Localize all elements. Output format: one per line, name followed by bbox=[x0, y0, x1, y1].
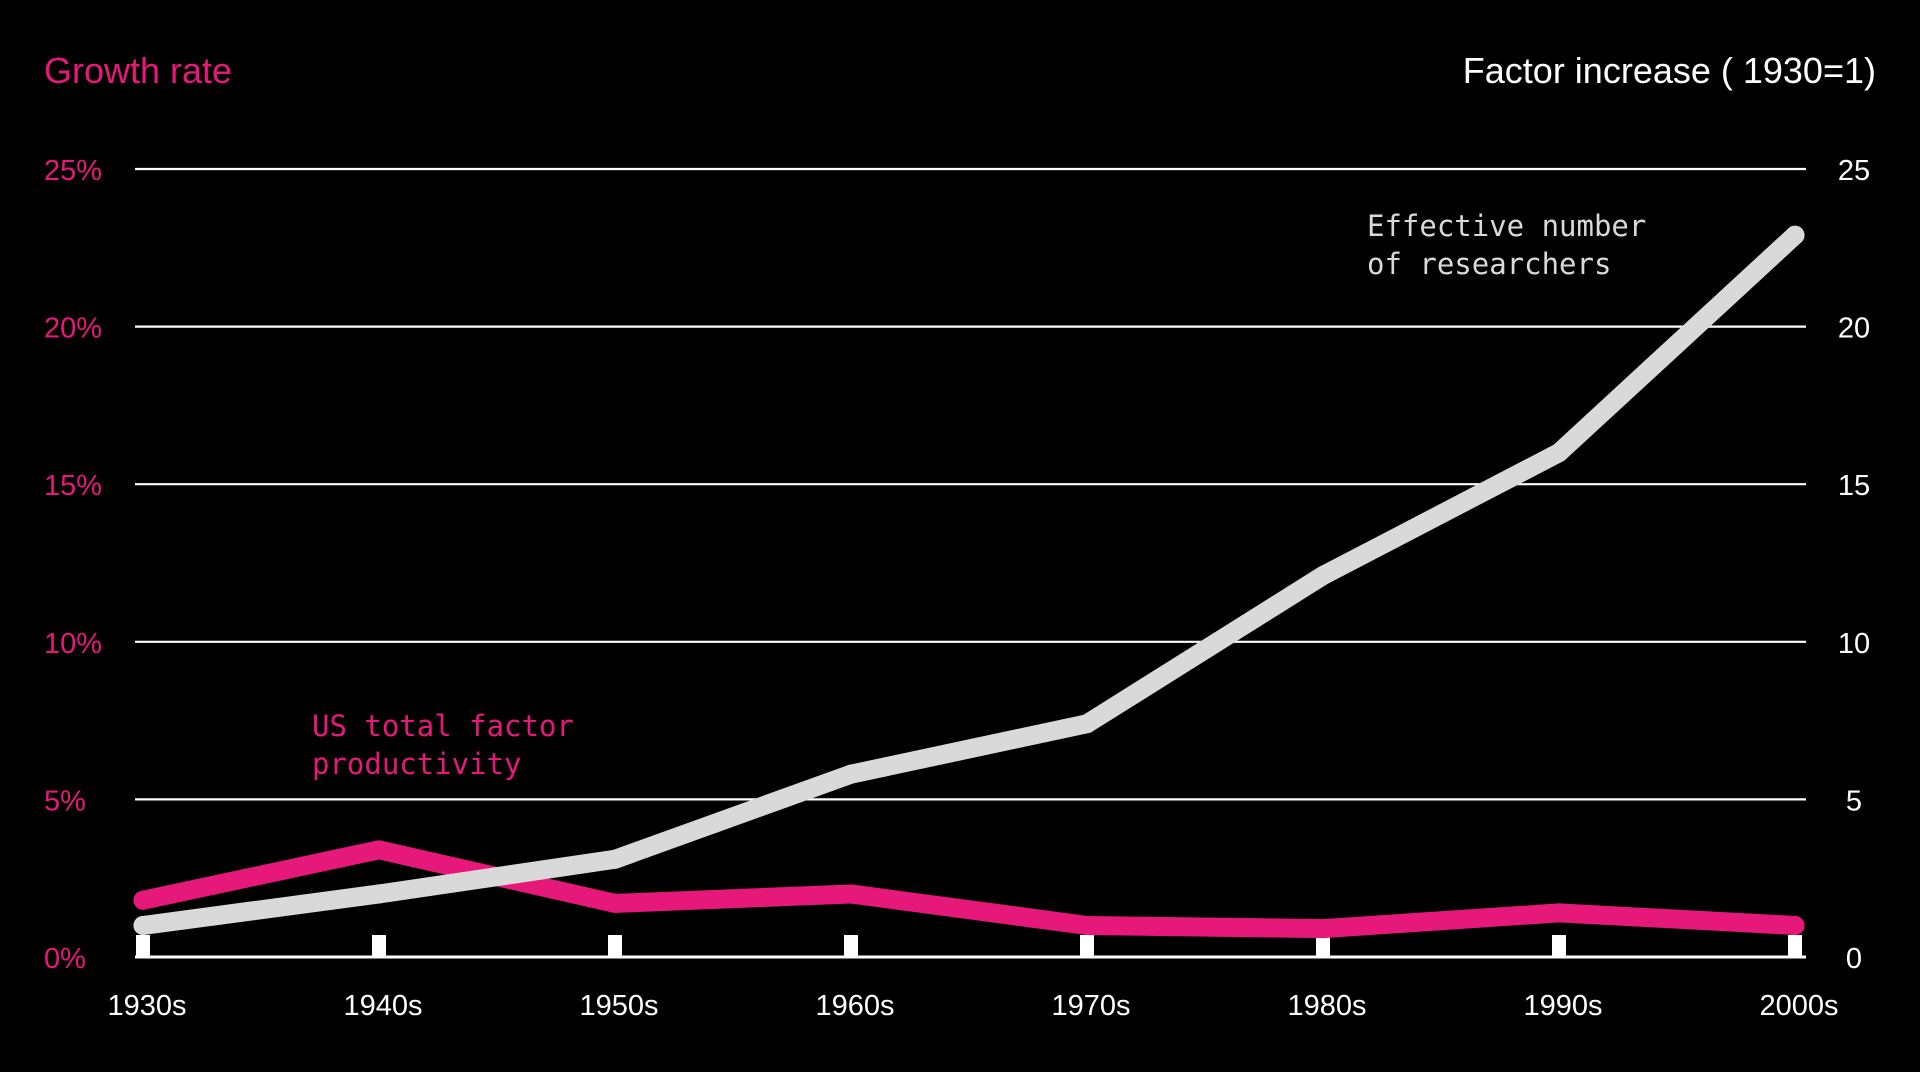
data-point bbox=[133, 890, 153, 910]
data-point bbox=[369, 840, 389, 860]
left-axis-ticks: 0% 5% 10% 15% 20% 25% bbox=[44, 155, 102, 975]
x-tick-label: 1980s bbox=[1287, 990, 1366, 1022]
left-tick-label: 0% bbox=[44, 943, 86, 975]
data-point bbox=[841, 764, 861, 784]
x-tick-mark bbox=[1080, 935, 1094, 957]
series-label: Effective number of researchers bbox=[1367, 209, 1646, 281]
x-tick-label: 1940s bbox=[343, 990, 422, 1022]
x-tick-label: 1930s bbox=[107, 990, 186, 1022]
left-tick-label: 15% bbox=[44, 470, 102, 502]
series-labels: US total factor productivity Effective num… bbox=[312, 209, 1646, 781]
grid-layer bbox=[135, 167, 1806, 959]
series-line bbox=[133, 840, 1805, 939]
right-tick-label: 0 bbox=[1846, 943, 1862, 975]
series-researchers bbox=[133, 225, 1805, 935]
x-tick-mark bbox=[1788, 935, 1802, 957]
right-axis-title: Factor increase ( 1930=1) bbox=[1463, 50, 1876, 91]
series-label: US total factor productivity bbox=[312, 709, 574, 781]
left-axis-title: Growth rate bbox=[44, 50, 232, 91]
data-point bbox=[133, 915, 153, 935]
data-point bbox=[369, 884, 389, 904]
series-label-line: of researchers bbox=[1367, 247, 1611, 281]
left-tick-label: 5% bbox=[44, 785, 86, 817]
series-line bbox=[133, 225, 1805, 935]
x-tick-label: 1960s bbox=[815, 990, 894, 1022]
left-tick-label: 20% bbox=[44, 313, 102, 345]
x-tick-mark bbox=[1316, 935, 1330, 957]
left-tick-label: 10% bbox=[44, 628, 102, 660]
data-point bbox=[1549, 903, 1569, 923]
x-tick-label: 1950s bbox=[579, 990, 658, 1022]
series-label-line: US total factor bbox=[312, 709, 574, 743]
x-tick-label: 2000s bbox=[1759, 990, 1838, 1022]
series-label-line: productivity bbox=[312, 747, 522, 781]
right-tick-label: 25 bbox=[1838, 155, 1870, 187]
right-tick-label: 5 bbox=[1846, 785, 1862, 817]
x-tick-mark bbox=[136, 935, 150, 957]
x-axis-ticks: 1930s 1940s 1950s 1960s 1970s 1980s 1990s 2000s bbox=[107, 935, 1839, 1022]
data-point bbox=[1549, 443, 1569, 463]
right-tick-label: 20 bbox=[1838, 313, 1870, 345]
data-point bbox=[1313, 919, 1333, 939]
right-axis-ticks: 0 5 10 15 20 25 bbox=[1838, 155, 1870, 975]
data-point bbox=[605, 893, 625, 913]
series-label-line: Effective number bbox=[1367, 209, 1646, 243]
data-point bbox=[1077, 915, 1097, 935]
x-tick-label: 1970s bbox=[1051, 990, 1130, 1022]
series-layer bbox=[133, 225, 1805, 939]
x-tick-label: 1990s bbox=[1523, 990, 1602, 1022]
data-point bbox=[1313, 566, 1333, 586]
data-point bbox=[1077, 714, 1097, 734]
x-tick-mark bbox=[608, 935, 622, 957]
x-tick-mark bbox=[372, 935, 386, 957]
x-tick-mark bbox=[844, 935, 858, 957]
series-tfp bbox=[133, 840, 1805, 939]
data-point bbox=[1785, 915, 1805, 935]
data-point bbox=[605, 849, 625, 869]
left-tick-label: 25% bbox=[44, 155, 102, 187]
right-tick-label: 15 bbox=[1838, 470, 1870, 502]
data-point bbox=[1785, 225, 1805, 245]
right-tick-label: 10 bbox=[1838, 628, 1870, 660]
x-tick-mark bbox=[1552, 935, 1566, 957]
data-point bbox=[841, 884, 861, 904]
